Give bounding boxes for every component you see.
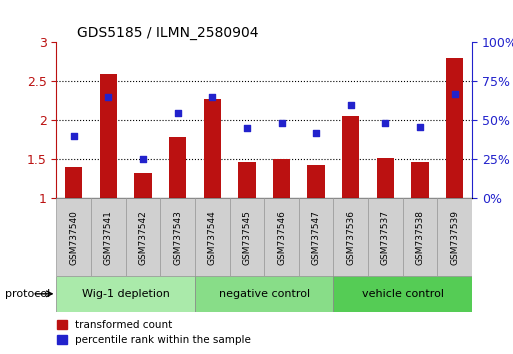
Point (450, 91, 459, 97)
Bar (56, 276, 195, 312)
Text: GSM737542: GSM737542 (139, 210, 148, 264)
Bar (65, 167, 83, 198)
Bar (160, 198, 195, 276)
Text: GSM737539: GSM737539 (450, 210, 459, 265)
Bar (195, 198, 229, 276)
Bar (342, 116, 360, 198)
Text: GSM737546: GSM737546 (277, 210, 286, 265)
Point (139, 156, 147, 162)
Bar (446, 58, 463, 198)
Point (243, 125, 251, 131)
Point (70, 133, 78, 139)
Bar (333, 276, 472, 312)
Bar (91, 198, 126, 276)
Bar (229, 198, 264, 276)
Text: GSM737540: GSM737540 (69, 210, 78, 265)
Point (104, 94, 112, 100)
Bar (403, 198, 437, 276)
Text: negative control: negative control (219, 289, 310, 299)
Point (173, 110, 182, 115)
Text: GSM737547: GSM737547 (311, 210, 321, 265)
Text: GDS5185 / ILMN_2580904: GDS5185 / ILMN_2580904 (77, 26, 259, 40)
Text: GSM737543: GSM737543 (173, 210, 182, 265)
Bar (368, 198, 403, 276)
Bar (333, 198, 368, 276)
Point (416, 124, 424, 130)
Text: Wig-1 depletion: Wig-1 depletion (82, 289, 170, 299)
Bar (134, 173, 152, 198)
Bar (195, 276, 333, 312)
Text: vehicle control: vehicle control (362, 289, 444, 299)
Text: GSM737541: GSM737541 (104, 210, 113, 265)
Bar (100, 74, 117, 198)
Bar (437, 198, 472, 276)
Text: GSM737544: GSM737544 (208, 210, 217, 264)
Text: GSM737536: GSM737536 (346, 210, 356, 265)
Bar (264, 198, 299, 276)
Bar (56, 198, 91, 276)
Bar (169, 137, 186, 198)
Bar (126, 198, 160, 276)
Bar (411, 162, 429, 198)
Bar (299, 198, 333, 276)
Point (381, 121, 389, 126)
Bar (377, 158, 394, 198)
Bar (204, 98, 221, 198)
Text: protocol: protocol (5, 289, 50, 299)
Text: GSM737545: GSM737545 (242, 210, 251, 265)
Text: GSM737538: GSM737538 (416, 210, 425, 265)
Point (278, 121, 286, 126)
Bar (307, 165, 325, 198)
Point (208, 94, 216, 100)
Legend: transformed count, percentile rank within the sample: transformed count, percentile rank withi… (56, 320, 251, 345)
Bar (273, 159, 290, 198)
Bar (238, 162, 255, 198)
Point (347, 102, 355, 108)
Point (312, 130, 320, 136)
Text: GSM737537: GSM737537 (381, 210, 390, 265)
